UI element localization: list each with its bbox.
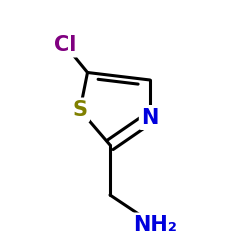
Text: Cl: Cl xyxy=(54,35,76,55)
Text: S: S xyxy=(72,100,88,120)
Text: N: N xyxy=(141,108,159,128)
Text: NH₂: NH₂ xyxy=(133,215,177,235)
